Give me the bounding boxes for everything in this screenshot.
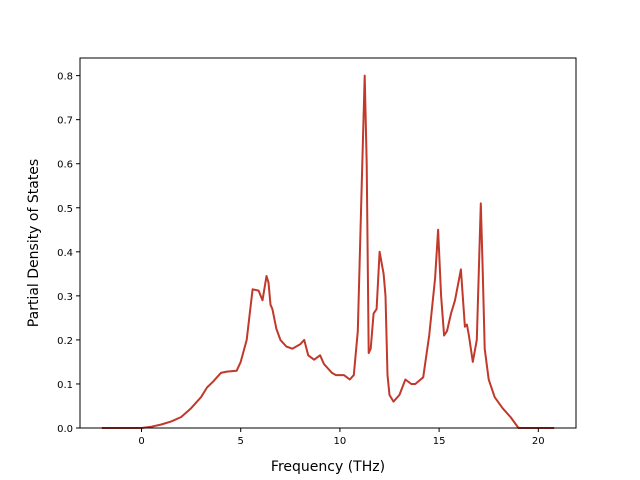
y-tick-label: 0.5 [57, 204, 73, 215]
y-tick-label: 0.0 [57, 424, 73, 435]
plot-background [80, 58, 576, 428]
y-tick-label: 0.2 [57, 336, 73, 347]
x-tick-label: 0 [138, 436, 144, 447]
x-tick-label: 5 [238, 436, 244, 447]
x-tick-label: 20 [532, 436, 545, 447]
series-line-0 [101, 74, 555, 429]
y-axis-label: Partial Density of States [26, 159, 42, 327]
x-tick-label: 15 [433, 436, 446, 447]
y-tick-label: 0.7 [57, 116, 73, 127]
y-tick-label: 0.1 [57, 380, 73, 391]
x-tick-label: 10 [334, 436, 347, 447]
x-axis-label: Frequency (THz) [271, 459, 385, 475]
x-axis-ticks: 0 5 10 15 20 [138, 428, 545, 447]
y-tick-label: 0.8 [57, 72, 73, 83]
plot-frame [79, 57, 577, 429]
y-axis-ticks: 0.0 0.1 0.2 0.3 0.4 0.5 0.6 0.7 0.8 [57, 72, 80, 435]
y-tick-label: 0.6 [57, 160, 73, 171]
series-layer [101, 74, 555, 429]
y-tick-label: 0.4 [57, 248, 73, 259]
y-tick-label: 0.3 [57, 292, 73, 303]
